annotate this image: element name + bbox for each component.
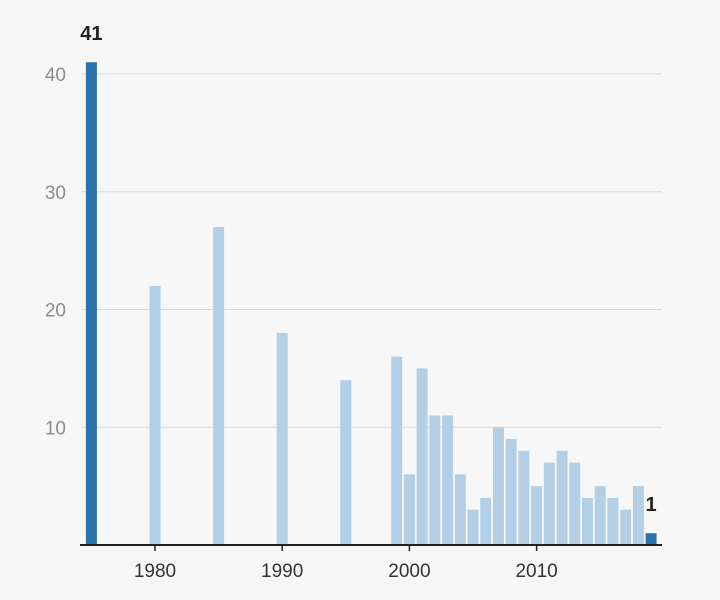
y-tick-label: 30 bbox=[45, 183, 66, 204]
x-tick-label: 2000 bbox=[388, 561, 430, 582]
bar-2018 bbox=[632, 486, 644, 545]
bar-2010 bbox=[531, 486, 543, 545]
bar-1999 bbox=[391, 356, 403, 545]
y-tick-label: 10 bbox=[45, 418, 66, 439]
bar-2004 bbox=[454, 474, 466, 545]
bar-2008 bbox=[505, 439, 517, 545]
axes bbox=[80, 544, 662, 551]
data-label-1975: 41 bbox=[80, 23, 102, 45]
x-tick-label: 1990 bbox=[261, 561, 303, 582]
gridlines bbox=[81, 73, 662, 428]
bar-2000 bbox=[403, 474, 415, 545]
bar-2006 bbox=[480, 497, 492, 545]
bar-2012 bbox=[556, 450, 568, 545]
bar-2013 bbox=[569, 462, 581, 545]
bar-2002 bbox=[429, 415, 441, 545]
bar-1985 bbox=[213, 227, 225, 545]
bar-2003 bbox=[442, 415, 454, 545]
bar-2005 bbox=[467, 509, 479, 545]
y-tick-label: 40 bbox=[45, 65, 66, 86]
bar-2007 bbox=[492, 427, 504, 545]
bar-2019 bbox=[645, 533, 657, 545]
bar-1995 bbox=[340, 380, 352, 545]
x-tick-label: 1980 bbox=[134, 561, 176, 582]
bar-1975 bbox=[85, 62, 97, 545]
data-label-2019: 1 bbox=[646, 494, 657, 516]
bar-2009 bbox=[518, 450, 530, 545]
bar-2015 bbox=[594, 486, 606, 545]
bar-2011 bbox=[543, 462, 555, 545]
bar-2014 bbox=[581, 497, 593, 545]
y-tick-label: 20 bbox=[45, 301, 66, 322]
labels: 10 20 30 40 1980 1990 2000 2010 41 1 bbox=[45, 23, 657, 582]
bar-2017 bbox=[620, 509, 632, 545]
x-tick-label: 2010 bbox=[515, 561, 557, 582]
bar-2016 bbox=[607, 497, 619, 545]
bar-2001 bbox=[416, 368, 428, 545]
bar-1980 bbox=[149, 285, 161, 545]
bars bbox=[85, 62, 657, 545]
bar-1990 bbox=[276, 333, 288, 545]
